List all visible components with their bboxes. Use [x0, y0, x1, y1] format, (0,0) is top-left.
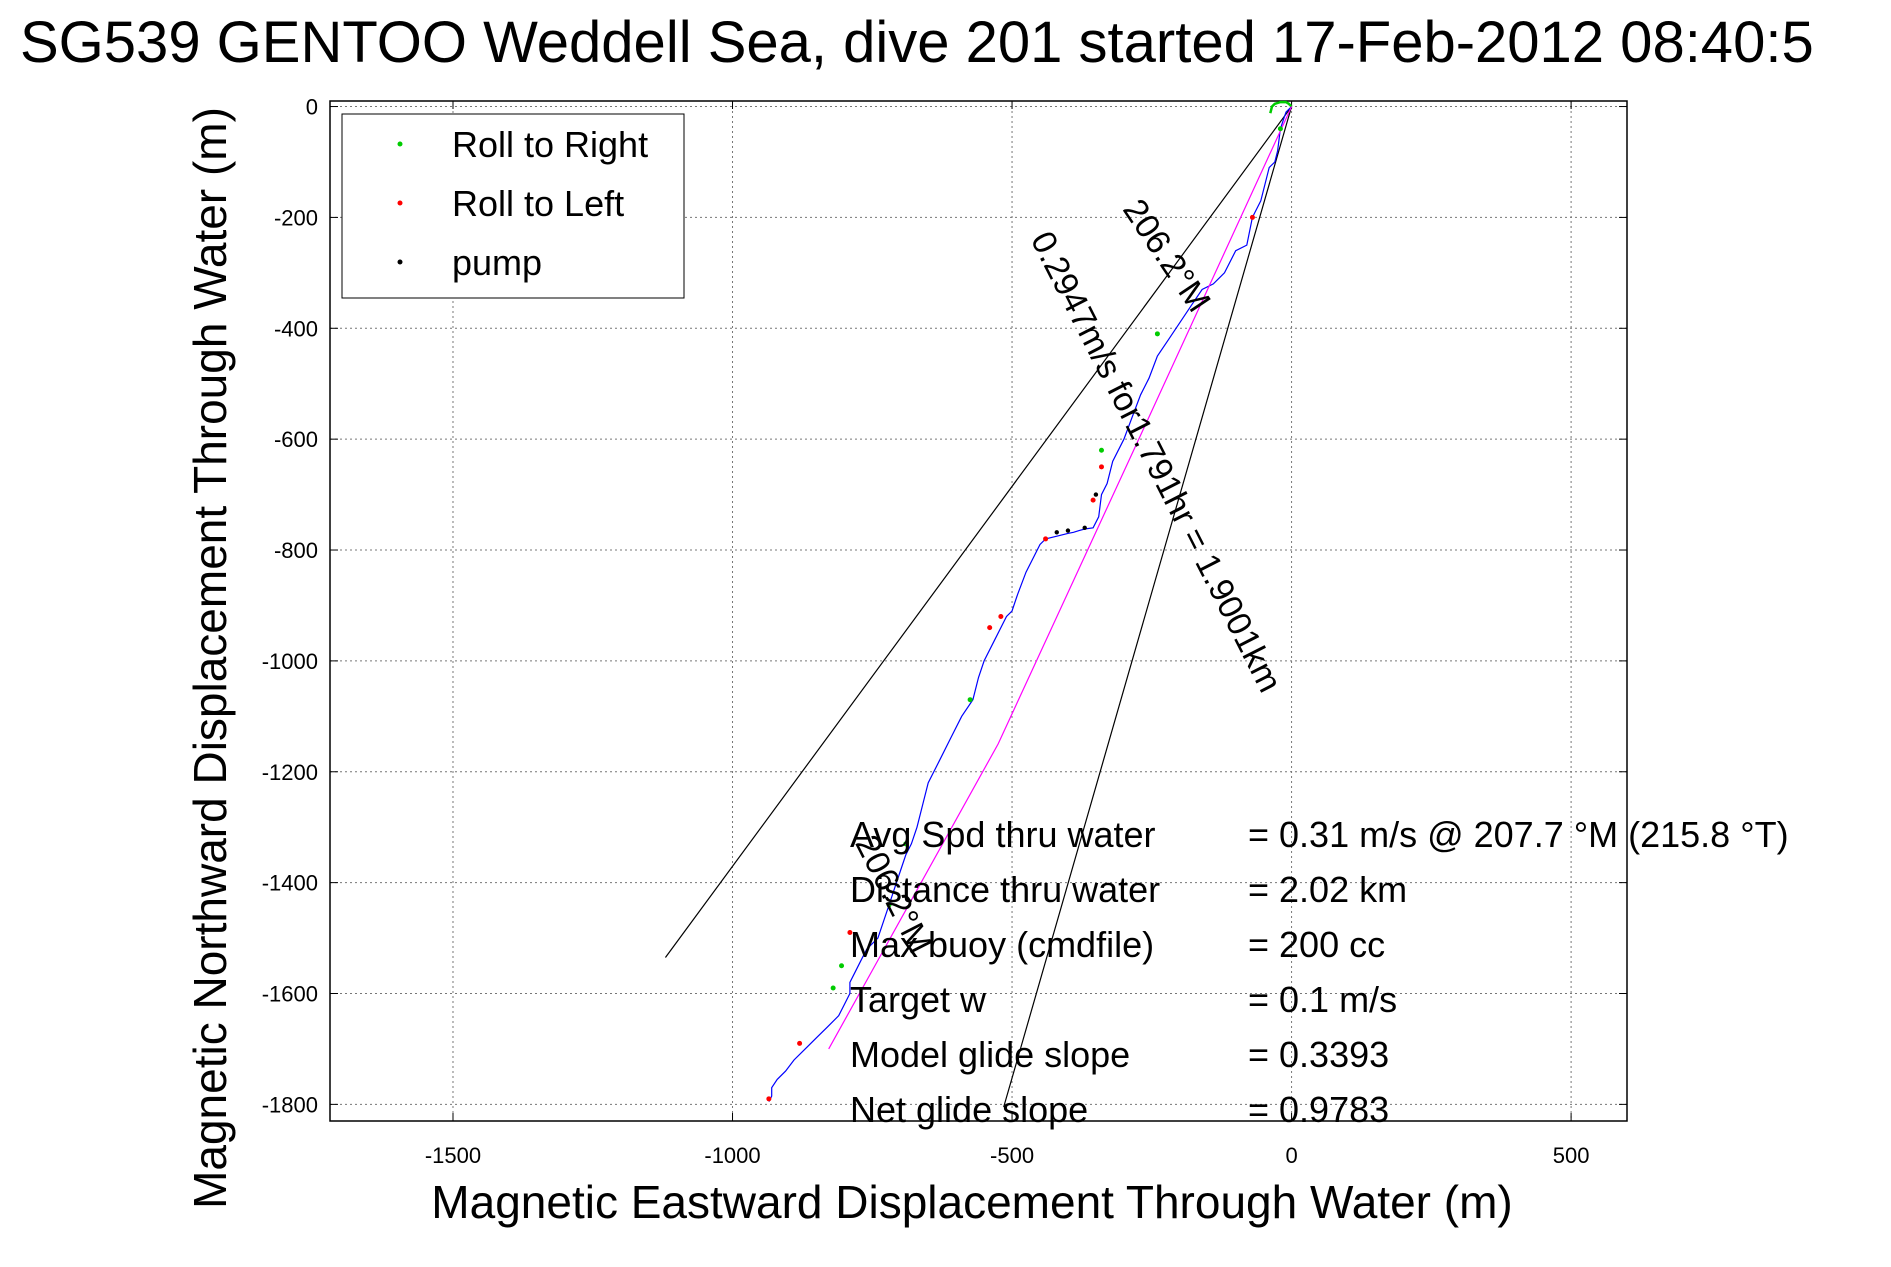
roll-left-point [987, 625, 993, 631]
y-axis-label: Magnetic Northward Displacement Through … [184, 107, 236, 1209]
pump-point [1093, 492, 1099, 497]
stat-value: = 200 cc [1248, 924, 1385, 965]
x-axis-label: Magnetic Eastward Displacement Through W… [431, 1176, 1512, 1228]
pump-point [1082, 525, 1087, 531]
marker-points [766, 126, 1283, 1102]
roll-left-point [1098, 464, 1104, 470]
y-tick-label: -1000 [262, 649, 318, 674]
legend-marker [397, 141, 403, 147]
reference-line [1003, 106, 1293, 1108]
stat-label: Distance thru water [850, 869, 1160, 910]
plot-frame [329, 100, 1628, 1122]
stat-value: = 0.9783 [1248, 1089, 1389, 1130]
y-tick-label: -800 [274, 538, 318, 563]
roll-left-point [847, 930, 853, 936]
stats-block: Avg Spd thru water = 0.31 m/s @ 207.7 °M … [850, 814, 1789, 1130]
y-tick-label: -600 [274, 427, 318, 452]
legend-marker [397, 259, 403, 265]
roll-left-point [1090, 497, 1096, 503]
stat-label: Model glide slope [850, 1034, 1130, 1075]
series-line-surface [1269, 100, 1293, 114]
roll-left-point [1249, 214, 1255, 220]
stat-value: = 0.31 m/s @ 207.7 °M (215.8 °T) [1248, 814, 1789, 855]
chart-title: SG539 GENTOO Weddell Sea, dive 201 start… [20, 10, 1814, 75]
roll-right-point [903, 841, 909, 847]
y-tick-label: -200 [274, 205, 318, 230]
stat-value: = 0.1 m/s [1248, 979, 1397, 1020]
stat-label: Avg Spd thru water [850, 814, 1156, 855]
pump-point [1065, 528, 1071, 533]
y-tick-label: -400 [274, 316, 318, 341]
stat-label: Max buoy (cmdfile) [850, 924, 1154, 965]
roll-right-point [839, 963, 845, 969]
roll-left-point [998, 614, 1004, 620]
series-line-track [768, 106, 1293, 1102]
y-tick-label: -1800 [262, 1092, 318, 1117]
y-tick-label: -1600 [262, 982, 318, 1007]
roll-right-point [1277, 126, 1283, 132]
reference-line [664, 106, 1293, 958]
series-lines [768, 100, 1293, 1102]
roll-right-point [1154, 331, 1160, 337]
x-tick-label: -1500 [425, 1143, 481, 1168]
y-tick-label: 0 [306, 95, 318, 120]
stat-value: = 0.3393 [1248, 1034, 1389, 1075]
legend: Roll to Right Roll to Left pump [341, 113, 685, 299]
legend-label: Roll to Right [452, 124, 648, 165]
plot-border [329, 100, 1628, 1122]
y-tick-label: -1400 [262, 871, 318, 896]
axis-ticks: -1500 -1000 -500 0 500 0 -200 -400 -600 -800 -1000… [262, 95, 1627, 1168]
reference-lines [664, 106, 1293, 1108]
legend-marker [397, 200, 403, 206]
roll-left-point [766, 1096, 772, 1102]
legend-label: pump [452, 242, 542, 283]
x-tick-label: 500 [1553, 1143, 1590, 1168]
series-line-heading-line [828, 106, 1293, 1050]
x-tick-label: -1000 [704, 1143, 760, 1168]
x-tick-label: 0 [1285, 1143, 1297, 1168]
stat-label: Net glide slope [850, 1089, 1088, 1130]
roll-right-point [1098, 447, 1104, 453]
roll-right-point [967, 697, 973, 703]
roll-right-point [886, 902, 892, 908]
stat-label: Target w [850, 979, 987, 1020]
pump-point [1054, 530, 1059, 535]
stat-value: = 2.02 km [1248, 869, 1407, 910]
roll-left-point [797, 1040, 803, 1046]
roll-left-point [1043, 536, 1049, 542]
roll-right-point [830, 985, 836, 991]
y-tick-label: -1200 [262, 760, 318, 785]
legend-label: Roll to Left [452, 183, 624, 224]
x-tick-label: -500 [990, 1143, 1034, 1168]
